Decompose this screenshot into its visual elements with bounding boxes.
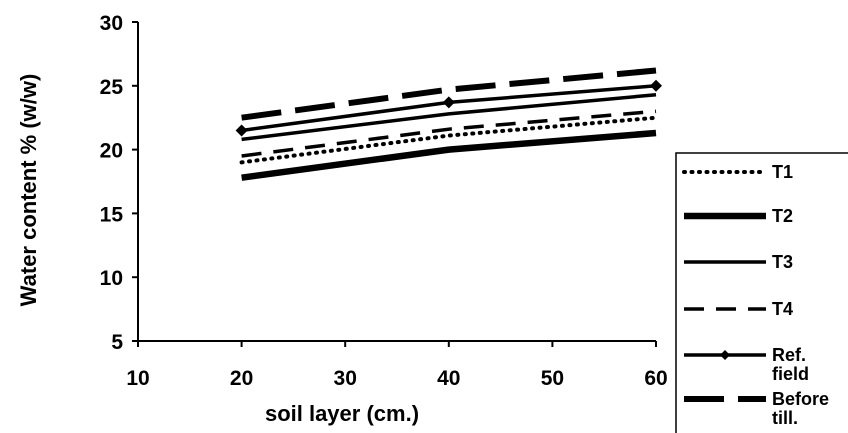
legend-label-5: Before till. [772,389,829,428]
x-axis-title: soil layer (cm.) [265,401,419,426]
series-line-1 [241,129,657,181]
legend-label-2: T3 [772,252,793,272]
series-marker [235,124,248,137]
series-line-2 [241,92,657,142]
legend: T1 T2 T3 T4 Ref. field Before till. [675,152,848,433]
legend-label-4: Ref. field [772,345,809,384]
legend-label-3: T4 [772,299,793,319]
series-line-5 [241,67,657,121]
y-tick-label: 10 [100,267,123,290]
x-axis: 10 20 30 40 50 60 [126,340,668,390]
y-axis: 5 10 15 20 25 30 [100,12,139,354]
legend-label-0: T1 [772,162,793,182]
y-tick-label: 20 [100,140,123,163]
x-tick-label: 20 [230,367,253,390]
x-tick-label: 30 [334,367,357,390]
y-tick-label: 25 [100,76,124,99]
x-tick-label: 60 [644,367,667,390]
y-tick-label: 5 [111,331,123,354]
legend-label-1: T2 [772,206,793,226]
series-line-3 [241,109,657,158]
x-tick-label: 40 [437,367,460,390]
legend-marker [720,350,730,360]
x-tick-label: 50 [541,367,564,390]
y-tick-label: 15 [100,203,124,226]
series-line-0 [239,115,658,165]
x-tick-label: 10 [126,367,149,390]
plot-area [235,67,662,181]
legend-box [675,152,848,433]
y-tick-label: 30 [100,12,123,35]
y-axis-title: Water content % (w/w) [16,74,41,307]
series-marker [650,79,662,92]
series-marker [442,96,455,109]
